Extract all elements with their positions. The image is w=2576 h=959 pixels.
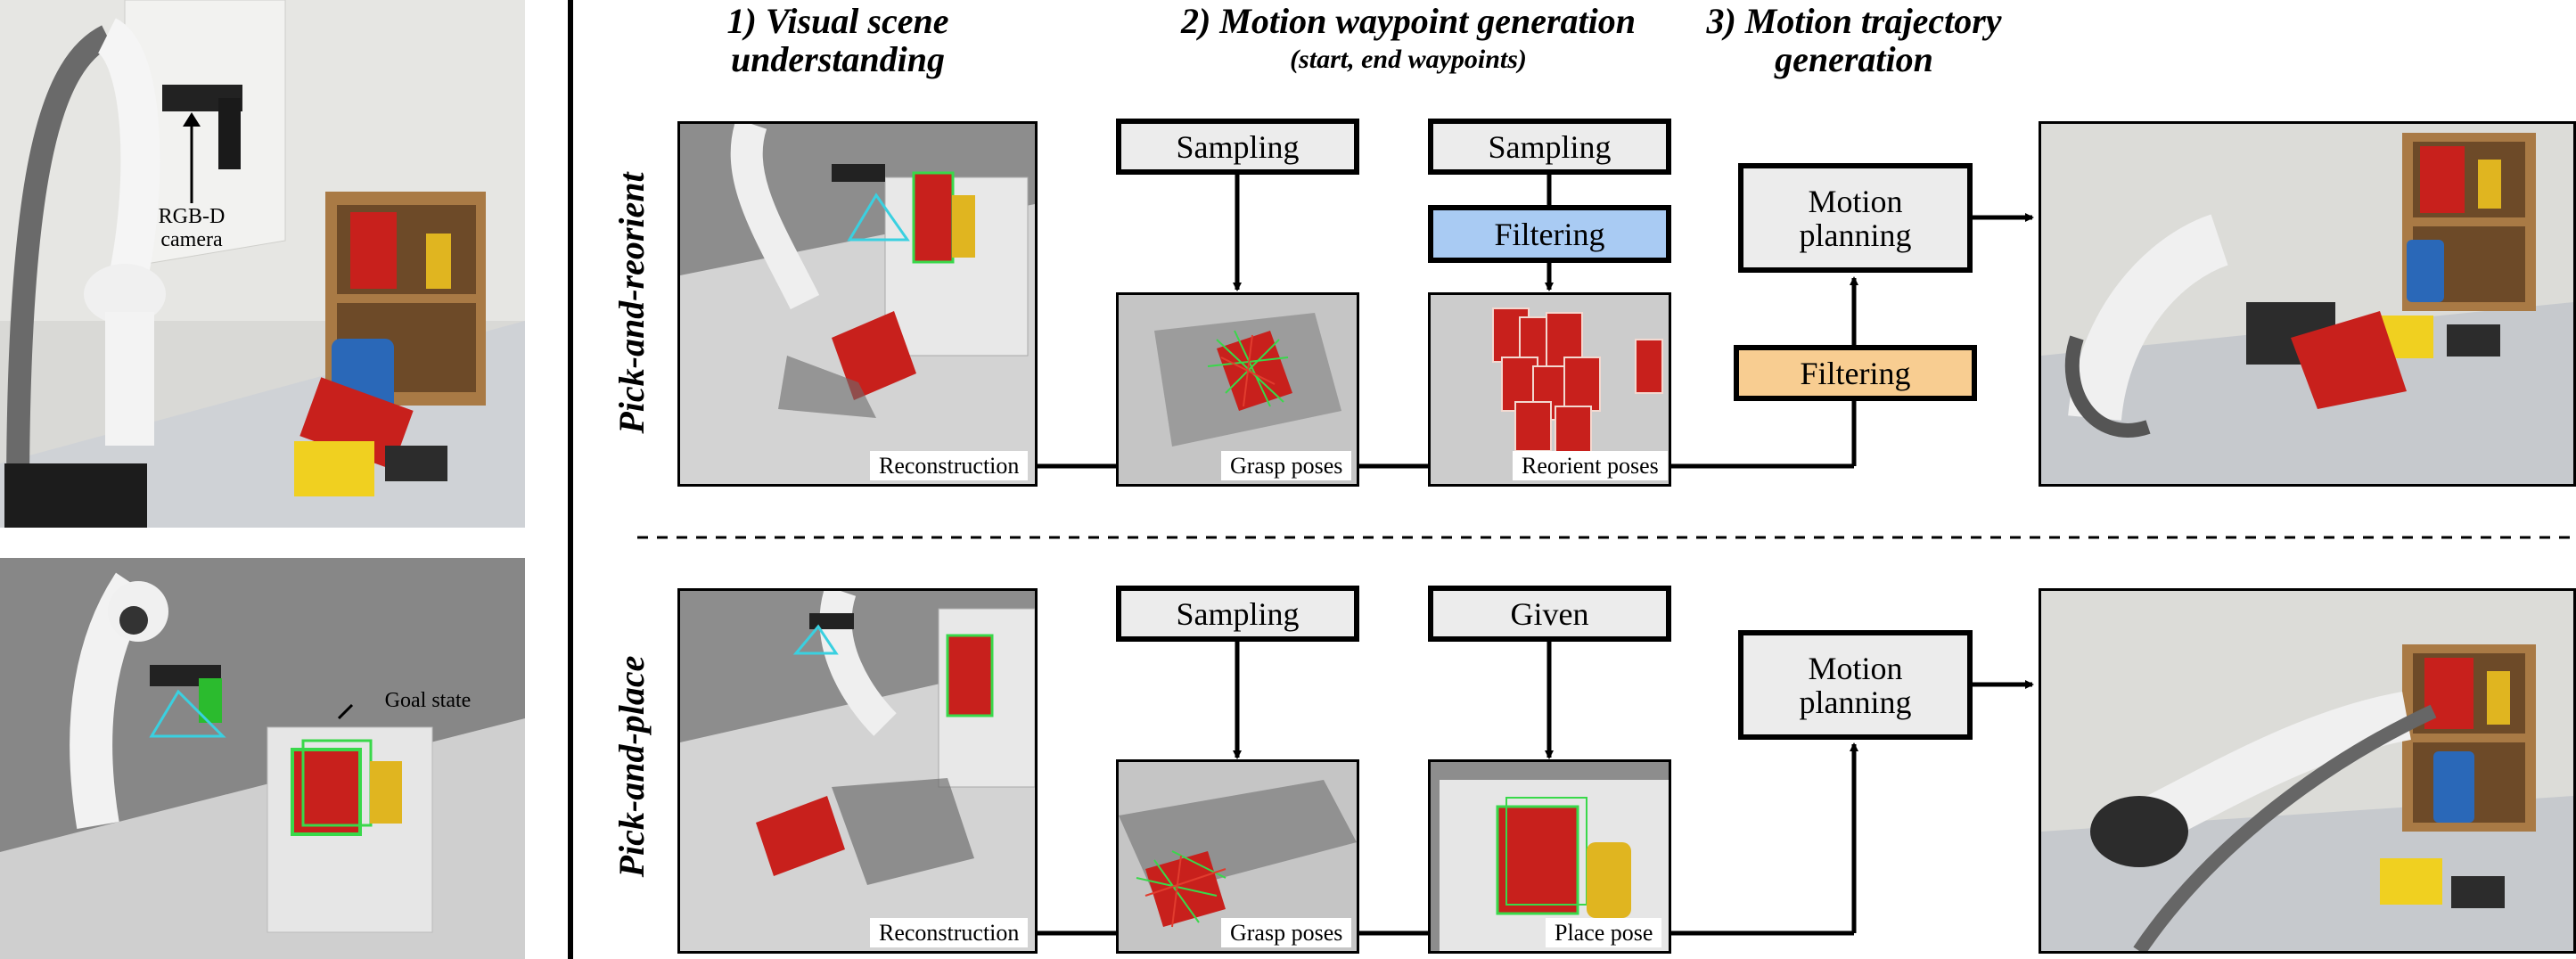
bottom-reconstruction-caption: Reconstruction — [870, 918, 1029, 947]
top-sampling-grasp-box: Sampling — [1116, 119, 1359, 175]
top-sampling-reorient-box: Sampling — [1428, 119, 1671, 175]
top-result-photo — [2039, 121, 2576, 487]
goal-state-simulation-image — [0, 558, 525, 959]
stage1-header: 1) Visual scene understanding — [726, 1, 949, 79]
bottom-grasp-poses-caption: Grasp poses — [1221, 918, 1352, 947]
top-filtering-blue-box: Filtering — [1428, 205, 1671, 263]
goal-state-label: Goal state — [384, 689, 472, 712]
stage3-header: 3) Motion trajectory generation — [1706, 1, 2002, 79]
bottom-place-pose-caption: Place pose — [1546, 918, 1662, 947]
bottom-given-place-box: Given — [1428, 586, 1671, 642]
bottom-sampling-grasp-box: Sampling — [1116, 586, 1359, 642]
top-grasp-poses-image — [1116, 292, 1359, 487]
top-filtering-orange-box: Filtering — [1734, 345, 1977, 401]
top-reconstruction-caption: Reconstruction — [870, 451, 1029, 480]
top-motion-planning-box: Motion planning — [1738, 163, 1973, 273]
bottom-reconstruction-image — [677, 588, 1038, 954]
bottom-motion-planning-box: Motion planning — [1738, 630, 1973, 740]
real-robot-scene-photo — [0, 0, 525, 528]
rgbd-camera-label: RGB-D camera — [158, 205, 226, 251]
stage2-header: 2) Motion waypoint generation — [1180, 1, 1637, 41]
stage2-subheader: (start, end waypoints) — [1290, 45, 1527, 74]
top-grasp-poses-caption: Grasp poses — [1221, 451, 1352, 480]
top-reconstruction-image — [677, 121, 1038, 487]
top-reorient-poses-caption: Reorient poses — [1513, 451, 1668, 480]
bottom-result-photo — [2039, 588, 2576, 954]
